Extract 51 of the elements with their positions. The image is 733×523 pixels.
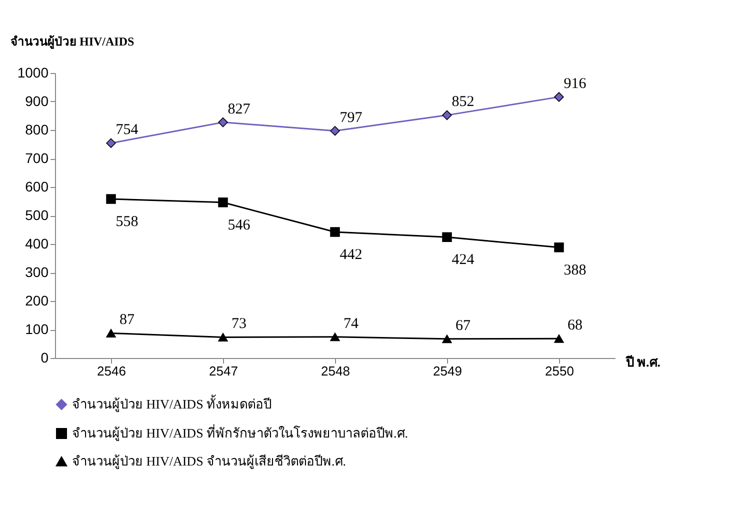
data-label: 916 (564, 76, 587, 92)
data-label: 754 (116, 122, 139, 138)
point (218, 332, 228, 342)
point (442, 334, 452, 344)
data-label: 74 (344, 316, 359, 332)
data-label: 67 (456, 318, 471, 334)
point (106, 194, 116, 204)
y-tick-label: 600 (25, 178, 49, 194)
point (554, 92, 564, 102)
point (218, 117, 228, 128)
point (330, 332, 340, 342)
x-axis-title: ปี พ.ศ. (624, 354, 660, 370)
point (442, 232, 452, 242)
y-tick-label: 400 (25, 236, 49, 252)
x-tick-label: 2549 (433, 364, 462, 378)
legend-label: จำนวนผู้ป่วย HIV/AIDS จำนวนผู้เสียชีวิตต่อปีพ.ศ. (72, 454, 346, 470)
point (106, 328, 116, 338)
data-label: 546 (228, 217, 251, 234)
y-tick-label: 100 (25, 321, 49, 337)
y-tick-label: 800 (25, 122, 49, 138)
x-tick-label: 2547 (209, 364, 238, 378)
point (442, 110, 452, 120)
x-tick-label: 2548 (321, 364, 350, 378)
legend-label: จำนวนผู้ป่วย HIV/AIDS ทั้งหมดต่อปี (72, 394, 272, 412)
y-tick-label: 1000 (17, 64, 49, 80)
y-tick-label: 900 (25, 93, 49, 109)
data-label: 73 (232, 316, 246, 332)
y-tick-label: 0 (40, 350, 49, 366)
point (330, 227, 340, 237)
y-tick-label: 300 (25, 264, 49, 280)
point (106, 138, 116, 148)
legend-label: จำนวนผู้ป่วย HIV/AIDS ที่พักรักษาตัวในโรงพยาบาลต่อปีพ.ศ. (72, 424, 408, 442)
data-label: 68 (568, 318, 582, 334)
data-label: 442 (340, 247, 362, 264)
data-label: 827 (228, 101, 251, 118)
data-label: 558 (116, 214, 138, 230)
y-tick-label: 700 (25, 150, 49, 166)
x-tick-label: 2550 (545, 364, 574, 378)
x-tick-label: 2546 (97, 364, 126, 378)
y-tick-label: 200 (25, 292, 49, 308)
data-label: 852 (452, 94, 474, 110)
point (554, 242, 564, 252)
point (330, 126, 340, 136)
data-label: 388 (564, 262, 586, 278)
data-label: 87 (120, 312, 135, 328)
data-label: 797 (340, 110, 363, 126)
point (554, 334, 564, 343)
data-label: 424 (452, 252, 475, 268)
point (218, 198, 228, 208)
y-axis-title: จำนวนผู้ป่วย HIV/AIDS (10, 34, 135, 50)
y-tick-label: 500 (25, 207, 49, 223)
